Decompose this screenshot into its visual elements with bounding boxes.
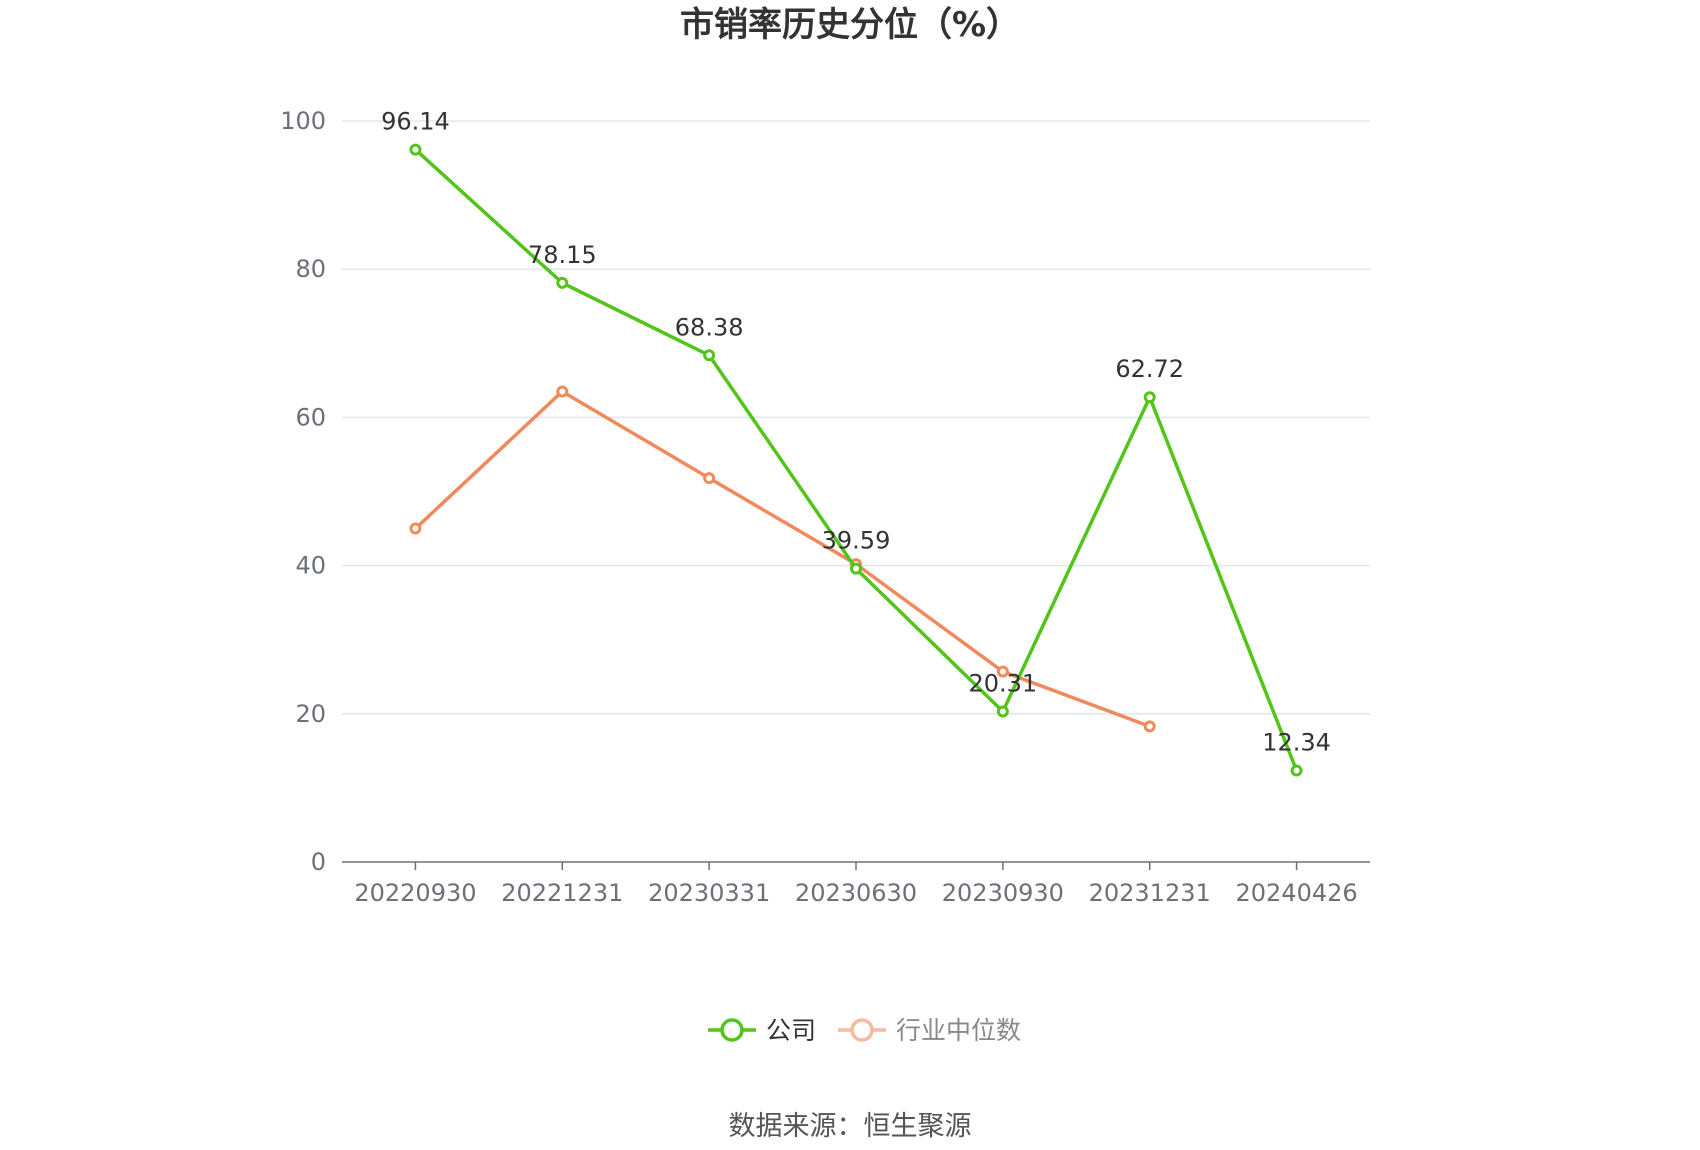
x-tick-label: 20220930 bbox=[354, 879, 476, 907]
legend-label: 行业中位数 bbox=[896, 1016, 1021, 1045]
data-label: 62.72 bbox=[1115, 355, 1184, 383]
y-tick-label: 20 bbox=[295, 700, 326, 728]
y-tick-label: 100 bbox=[280, 107, 326, 135]
legend-item-1[interactable]: 行业中位数 bbox=[838, 1016, 1021, 1045]
y-tick-label: 40 bbox=[295, 552, 326, 580]
y-tick-label: 80 bbox=[295, 255, 326, 283]
series-0-point[interactable] bbox=[1143, 391, 1156, 404]
series-0-point[interactable] bbox=[1290, 764, 1303, 777]
legend-circle-icon bbox=[720, 1018, 744, 1042]
series-1-point[interactable] bbox=[703, 472, 716, 485]
series-0-point[interactable] bbox=[556, 276, 569, 289]
chart-title: 市销率历史分位（%） bbox=[680, 5, 1020, 45]
series-0-point[interactable] bbox=[850, 562, 862, 575]
legend-circle-icon bbox=[850, 1018, 874, 1042]
data-labels: 96.14 78.15 68.38 39.59 20.31 62.72 12.34 bbox=[381, 108, 1331, 757]
series-1-point[interactable] bbox=[556, 385, 569, 398]
legend[interactable]: 公司 行业中位数 bbox=[708, 1016, 1021, 1045]
x-tick-label: 20231231 bbox=[1089, 879, 1211, 907]
axes: 0 20 40 60 80 100 20220930 20221231 20230331 2023… bbox=[280, 107, 1370, 907]
series-1-point[interactable] bbox=[409, 522, 422, 535]
series-0-point[interactable] bbox=[703, 349, 716, 362]
y-tick-label: 0 bbox=[311, 848, 326, 876]
data-label: 96.14 bbox=[381, 108, 450, 136]
x-tick-label: 20230331 bbox=[648, 879, 770, 907]
series bbox=[409, 143, 1303, 777]
x-tick-label: 20221231 bbox=[501, 879, 623, 907]
legend-label: 公司 bbox=[766, 1016, 816, 1045]
grid bbox=[342, 120, 1370, 715]
data-label: 20.31 bbox=[968, 670, 1037, 698]
x-tick-label: 20240426 bbox=[1235, 879, 1357, 907]
data-label: 68.38 bbox=[675, 313, 744, 341]
data-label: 12.34 bbox=[1262, 729, 1331, 757]
series-1-point[interactable] bbox=[1143, 720, 1156, 733]
data-label: 78.15 bbox=[528, 241, 597, 269]
source-note: 数据来源：恒生聚源 bbox=[729, 1111, 972, 1142]
series-line-1 bbox=[414, 389, 1151, 729]
y-tick-label: 60 bbox=[295, 403, 326, 431]
x-tick-label: 20230630 bbox=[795, 879, 917, 907]
series-0-point[interactable] bbox=[996, 705, 1009, 718]
x-tick-label: 20230930 bbox=[942, 879, 1064, 907]
series-1-point[interactable] bbox=[996, 665, 1009, 678]
data-label: 39.59 bbox=[822, 527, 891, 555]
legend-item-0[interactable]: 公司 bbox=[708, 1016, 816, 1045]
series-0-point[interactable] bbox=[409, 143, 422, 156]
